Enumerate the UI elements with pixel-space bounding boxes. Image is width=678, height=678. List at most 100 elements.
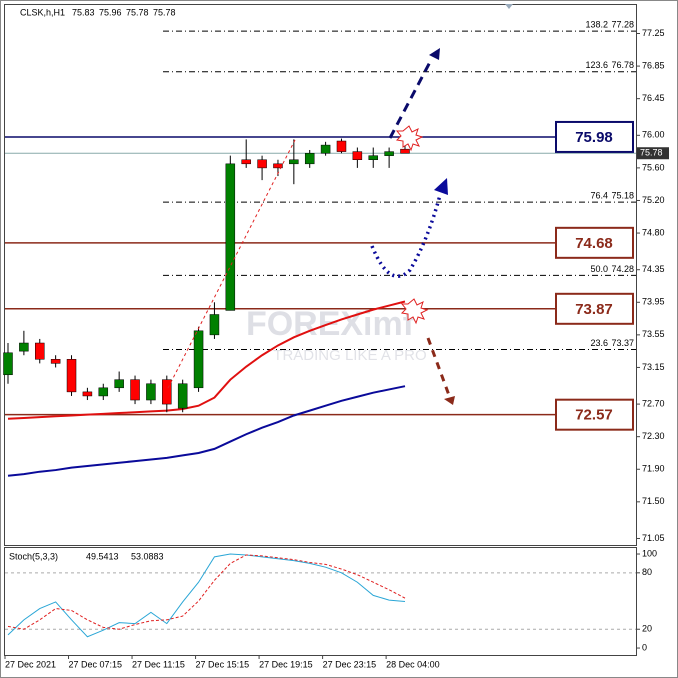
fib-ratio: 76.4 xyxy=(590,190,608,200)
symbol: CLSK,h,H1 xyxy=(20,7,65,17)
scroll-marker xyxy=(505,4,513,9)
candle-body xyxy=(66,359,77,393)
arrow-head xyxy=(444,396,455,405)
candle-body xyxy=(162,379,172,405)
main-pane xyxy=(4,4,637,546)
burst xyxy=(400,298,429,325)
y-tick-label: 76.85 xyxy=(642,60,665,70)
x-tick-label: 27 Dec 11:15 xyxy=(132,659,185,669)
stoch-value: 53.0883 xyxy=(131,551,164,561)
y-tick-label: 76.45 xyxy=(642,93,665,103)
last-price-label: 75.78 xyxy=(640,148,663,158)
candle-body xyxy=(193,330,204,389)
y-tick-label: 73.15 xyxy=(642,362,665,372)
bar-info: 75.78 xyxy=(126,7,149,17)
candle-body xyxy=(225,163,236,311)
candle-body xyxy=(146,383,156,401)
candle-body xyxy=(130,379,140,401)
fib-value: 77.28 xyxy=(611,19,634,29)
candle-body xyxy=(209,314,220,336)
y-tick-label: 73.55 xyxy=(642,329,665,339)
arrow-head xyxy=(429,48,440,60)
level-box xyxy=(555,292,634,325)
y-tick-label: 74.80 xyxy=(642,227,665,237)
candle-body xyxy=(177,383,188,409)
candle-body xyxy=(320,144,331,154)
candle-body xyxy=(352,151,363,161)
y-tick-label: 71.50 xyxy=(642,496,665,506)
candle-body xyxy=(368,155,378,161)
y-tick-label: 76.00 xyxy=(642,130,665,140)
last-price-tag xyxy=(637,147,669,160)
level-box xyxy=(555,120,634,153)
trend-line xyxy=(167,139,296,389)
y-tick-label: 80 xyxy=(642,567,652,577)
annotations xyxy=(167,48,455,405)
candle-body xyxy=(336,140,347,152)
y-tick-label: 20 xyxy=(642,624,652,634)
bar-info: 75.96 xyxy=(99,7,122,17)
stoch-value: 49.5413 xyxy=(86,551,119,561)
arrow-head xyxy=(434,178,448,195)
candle-body xyxy=(241,159,251,165)
bar-info: 75.83 xyxy=(72,7,95,17)
y-tick-label: 77.25 xyxy=(642,28,665,38)
candle-body xyxy=(289,159,299,165)
candle-body xyxy=(3,352,13,376)
level-label: 72.57 xyxy=(575,407,613,424)
level-label: 75.98 xyxy=(575,129,613,146)
stoch-line xyxy=(7,554,406,630)
level-label: 73.87 xyxy=(575,301,613,318)
stoch-title: Stoch(5,3,3) xyxy=(9,551,58,561)
moving-average xyxy=(7,300,406,420)
fib-ratio: 50.0 xyxy=(590,264,608,274)
watermark-slogan: TRADING LIKE A PRO xyxy=(273,347,426,364)
burst xyxy=(395,125,424,152)
x-tick-label: 27 Dec 19:15 xyxy=(259,659,313,669)
y-tick-label: 0 xyxy=(642,642,647,652)
bar-info: 75.78 xyxy=(153,7,176,17)
fib-ratio: 23.6 xyxy=(590,338,608,348)
y-tick-label: 72.30 xyxy=(642,431,665,441)
candle-body xyxy=(273,163,283,169)
candle-body xyxy=(19,342,29,352)
level-box xyxy=(555,226,634,259)
x-tick-label: 27 Dec 15:15 xyxy=(196,659,250,669)
y-tick-label: 75.60 xyxy=(642,162,665,172)
y-tick-label: 71.90 xyxy=(642,464,665,474)
x-tick-label: 27 Dec 07:15 xyxy=(69,659,123,669)
fib-ratio: 123.6 xyxy=(585,60,608,70)
stoch-pane xyxy=(4,547,637,656)
y-tick-label: 75.20 xyxy=(642,195,665,205)
candle-body xyxy=(384,151,394,156)
fib-value: 76.78 xyxy=(611,60,634,70)
arrow-curve xyxy=(370,194,442,278)
x-tick-label: 28 Dec 04:00 xyxy=(386,659,440,669)
candle-body xyxy=(98,387,109,397)
y-tick-label: 74.35 xyxy=(642,264,665,274)
fib-ratio: 138.2 xyxy=(585,19,608,29)
stoch-line xyxy=(7,553,406,638)
candle-body xyxy=(114,379,124,389)
y-tick-label: 72.70 xyxy=(642,398,665,408)
x-tick-label: 27 Dec 23:15 xyxy=(323,659,377,669)
candle-body xyxy=(400,148,410,154)
fib-value: 75.18 xyxy=(611,190,634,200)
candle-body xyxy=(257,159,267,169)
y-tick-label: 100 xyxy=(642,548,657,558)
moving-average xyxy=(7,385,406,477)
candle-body xyxy=(304,152,315,165)
candle-body xyxy=(50,359,61,364)
arrow-down xyxy=(426,337,452,399)
level-box xyxy=(555,398,634,431)
candle-body xyxy=(82,391,93,397)
y-tick-label: 73.95 xyxy=(642,297,665,307)
fib-value: 74.28 xyxy=(611,264,634,274)
candle-body xyxy=(35,342,45,360)
fib-value: 73.37 xyxy=(611,338,634,348)
y-tick-label: 71.05 xyxy=(642,533,665,543)
level-label: 74.68 xyxy=(575,235,613,252)
x-tick-label: 27 Dec 2021 xyxy=(5,659,56,669)
